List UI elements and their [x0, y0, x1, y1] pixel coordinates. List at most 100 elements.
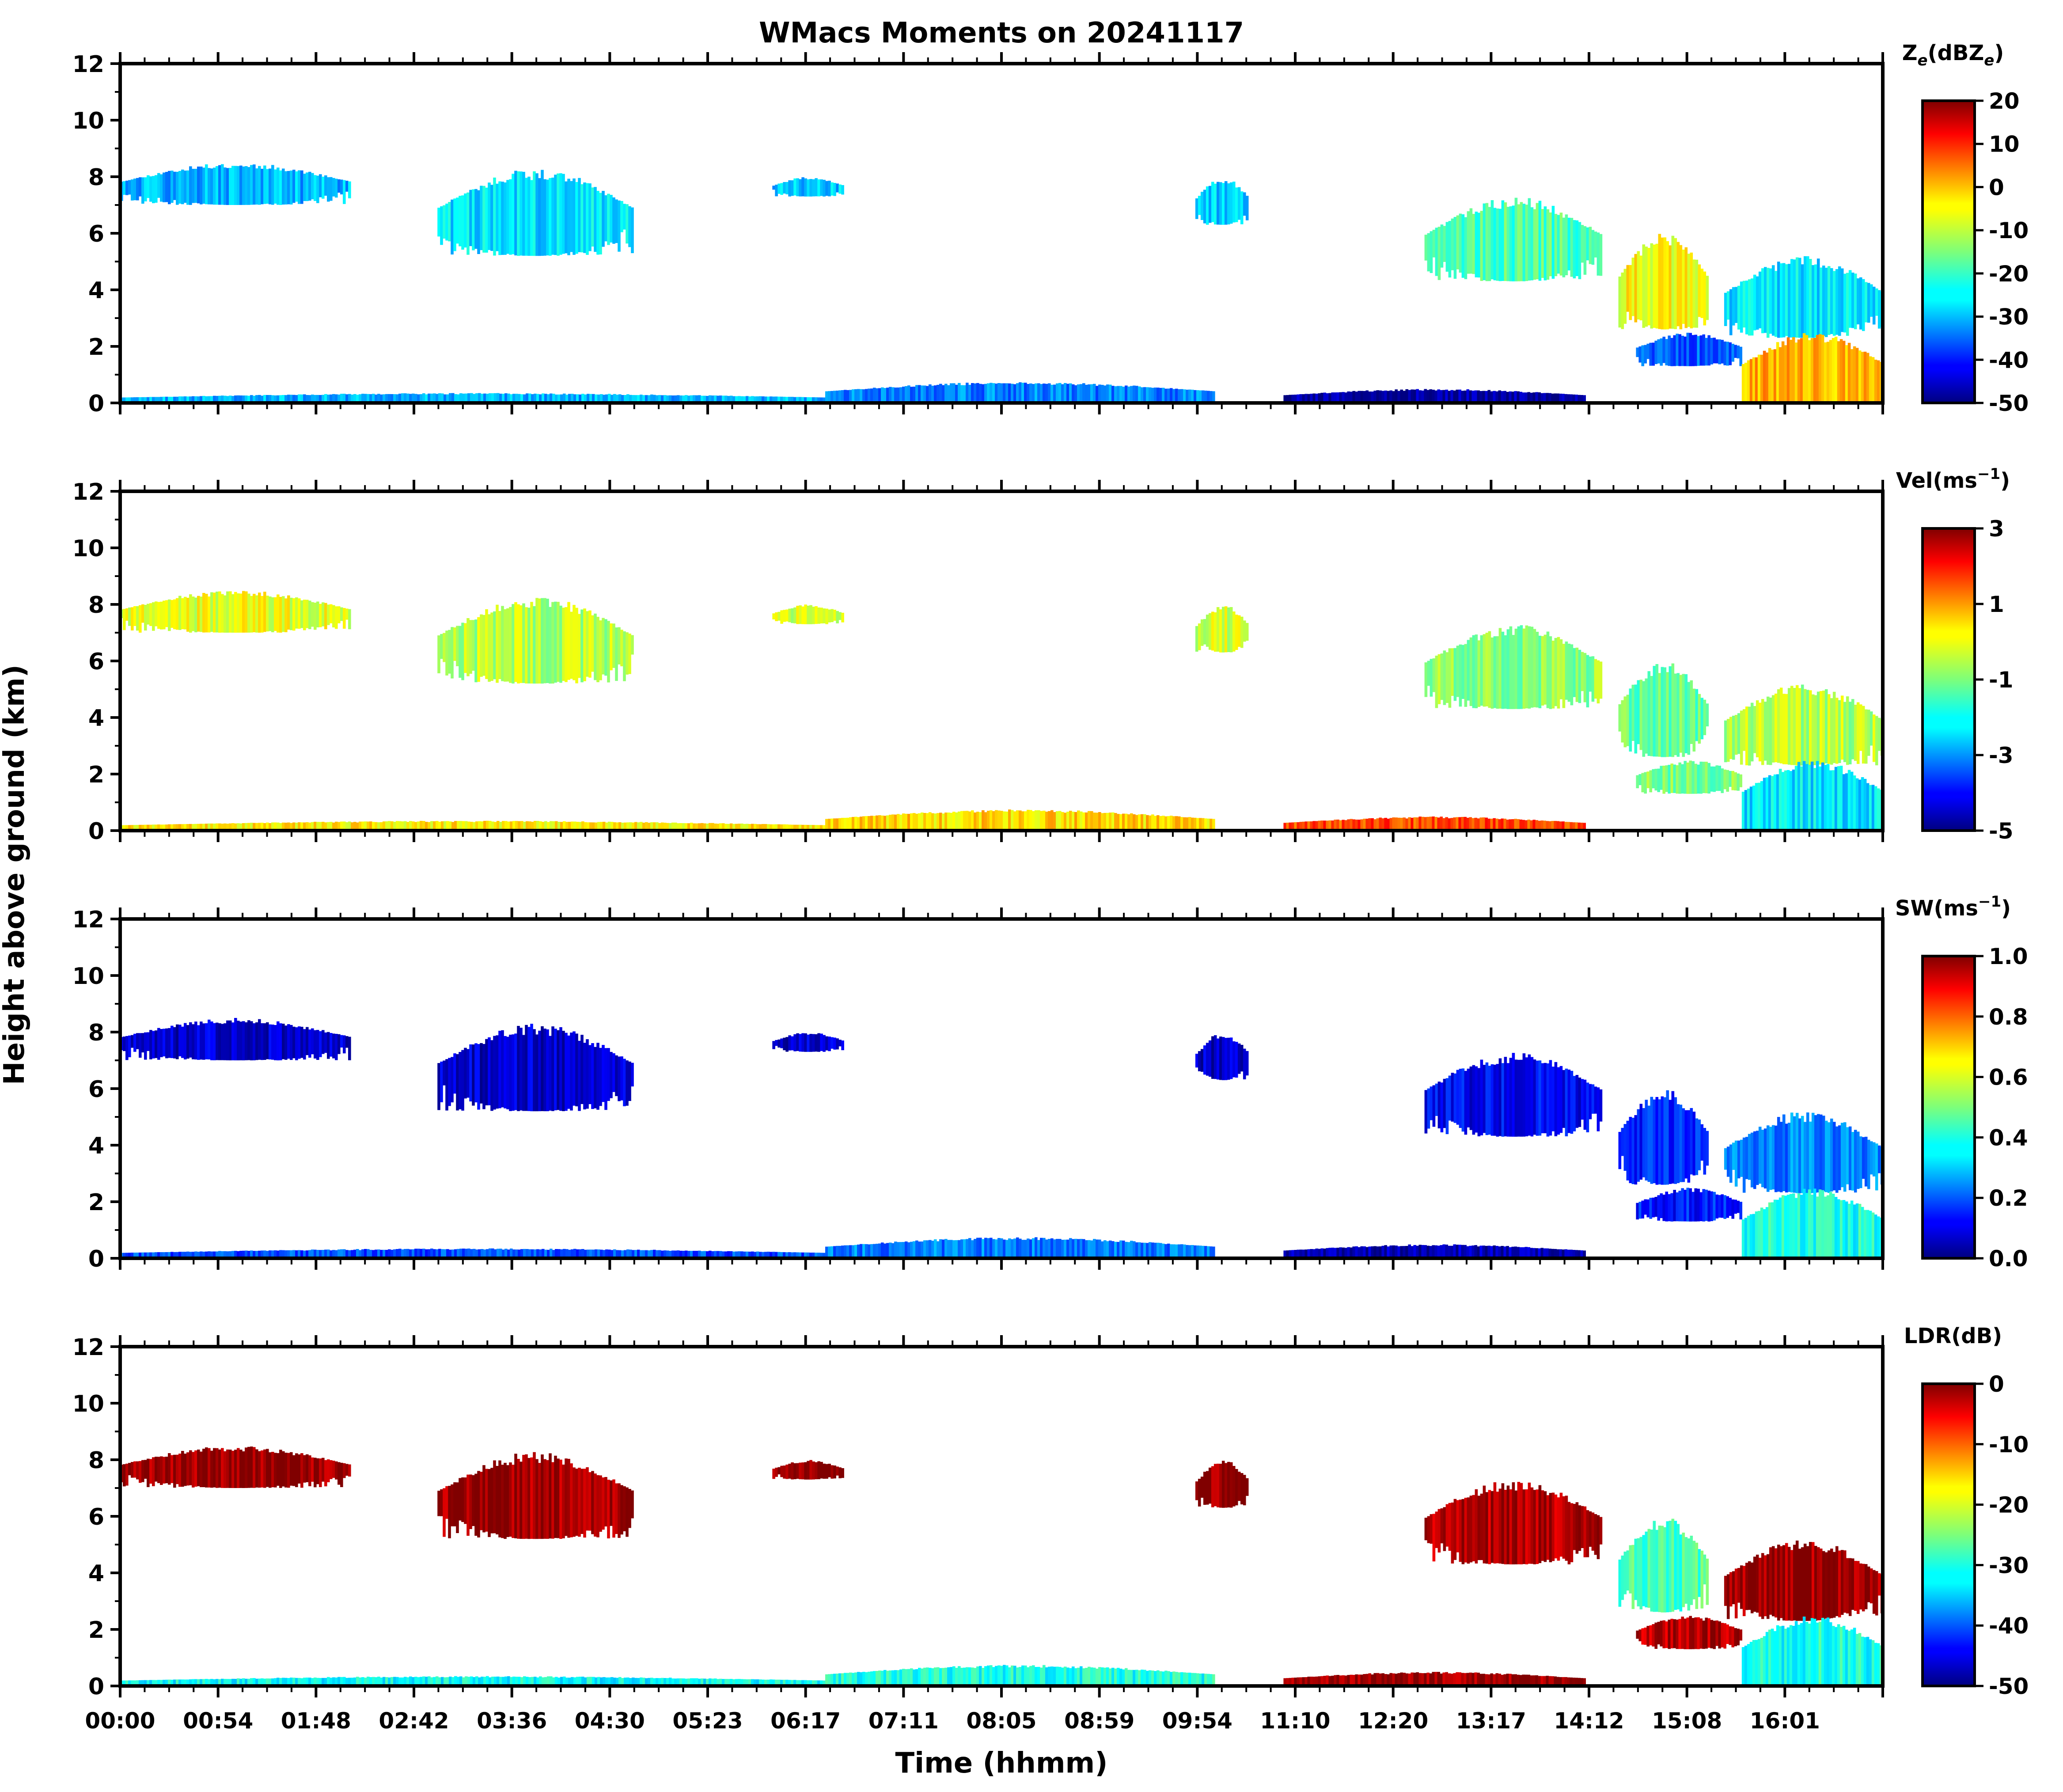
- echo-column: [1379, 1246, 1382, 1258]
- echo-column: [1697, 764, 1700, 794]
- echo-column: [1646, 343, 1650, 359]
- echo-column: [1056, 383, 1059, 403]
- echo-column: [727, 1679, 730, 1686]
- echo-column: [1802, 333, 1806, 403]
- echo-column: [338, 1677, 341, 1686]
- echo-region: [1424, 1053, 1603, 1137]
- echo-column: [1487, 390, 1490, 403]
- echo-column: [224, 823, 227, 831]
- echo-column: [266, 169, 269, 204]
- echo-column: [756, 824, 759, 831]
- echo-column: [1387, 391, 1390, 403]
- echo-column: [221, 395, 224, 403]
- echo-column: [522, 603, 525, 683]
- echo-column: [1621, 272, 1624, 329]
- echo-column: [502, 1249, 505, 1258]
- echo-column: [311, 1249, 314, 1258]
- echo-column: [578, 1040, 581, 1111]
- echo-column: [876, 1244, 879, 1258]
- echo-column: [168, 599, 171, 631]
- echo-column: [1227, 183, 1230, 224]
- echo-column: [565, 181, 568, 254]
- echo-column: [1707, 1190, 1710, 1222]
- echo-column: [1135, 386, 1138, 403]
- echo-column: [451, 822, 455, 831]
- echo-column: [1461, 1673, 1464, 1686]
- echo-column: [1877, 788, 1880, 831]
- echo-column: [231, 1678, 235, 1686]
- echo-column: [1703, 699, 1707, 735]
- echo-column: [1538, 201, 1542, 281]
- echo-column: [1237, 1472, 1241, 1501]
- echo-column: [510, 821, 513, 831]
- echo-column: [398, 394, 402, 403]
- echo-column: [202, 1449, 205, 1487]
- echo-column: [1570, 218, 1574, 277]
- echo-column: [568, 394, 571, 403]
- echo-column: [1559, 1492, 1563, 1557]
- echo-column: [565, 1458, 568, 1536]
- echo-column: [637, 822, 640, 831]
- echo-column: [466, 192, 470, 255]
- echo-column: [298, 1678, 301, 1686]
- echo-column: [613, 1249, 616, 1258]
- echo-column: [1448, 1075, 1452, 1121]
- echo-column: [1864, 282, 1868, 323]
- echo-column: [1154, 1242, 1157, 1258]
- echo-column: [607, 621, 610, 683]
- colorbar-label: SW(ms−1): [1895, 893, 2011, 921]
- echo-column: [205, 164, 208, 205]
- echo-column: [173, 1027, 176, 1059]
- echo-column: [698, 1678, 701, 1686]
- echo-column: [852, 817, 855, 831]
- echo-column: [1008, 1238, 1011, 1258]
- echo-column: [1040, 1667, 1043, 1686]
- echo-column: [128, 180, 131, 195]
- echo-column: [1567, 643, 1571, 702]
- echo-column: [1676, 765, 1679, 794]
- echo-column: [528, 1249, 531, 1258]
- echo-column: [785, 1252, 789, 1258]
- echo-column: [1827, 694, 1831, 764]
- echo-column: [727, 824, 730, 831]
- echo-column: [1294, 822, 1297, 831]
- echo-column: [1141, 1670, 1144, 1686]
- echo-column: [1506, 820, 1509, 831]
- echo-column: [1206, 186, 1209, 225]
- echo-column: [1320, 393, 1324, 403]
- echo-column: [1801, 684, 1804, 766]
- echo-column: [1098, 1239, 1101, 1258]
- echo-column: [1243, 1475, 1246, 1506]
- echo-column: [645, 822, 648, 831]
- echo-column: [245, 823, 248, 831]
- echo-column: [1154, 1671, 1157, 1686]
- echo-column: [1000, 383, 1003, 403]
- echo-column: [809, 605, 812, 624]
- echo-column: [1691, 1618, 1695, 1649]
- echo-column: [1440, 1508, 1444, 1544]
- echo-column: [1650, 1530, 1653, 1612]
- echo-column: [1363, 391, 1366, 403]
- echo-column: [1729, 1572, 1733, 1607]
- echo-column: [913, 813, 916, 831]
- echo-column: [1445, 1504, 1449, 1547]
- echo-column: [534, 821, 537, 831]
- echo-column: [139, 824, 142, 831]
- echo-column: [1024, 811, 1027, 831]
- echo-column: [1692, 1112, 1696, 1176]
- echo-column: [1522, 628, 1526, 709]
- echo-column: [549, 607, 552, 684]
- echo-column: [216, 1679, 219, 1686]
- echo-column: [1210, 819, 1213, 831]
- echo-column: [1763, 350, 1766, 403]
- echo-column: [1559, 394, 1562, 403]
- echo-column: [1496, 1492, 1499, 1564]
- echo-column: [1035, 810, 1038, 831]
- echo-column: [1350, 1247, 1353, 1258]
- echo-column: [189, 594, 192, 633]
- echo-column: [1104, 812, 1107, 831]
- echo-column: [1117, 1241, 1120, 1258]
- echo-column: [1365, 390, 1369, 403]
- echo-column: [1652, 769, 1655, 789]
- echo-column: [1096, 1239, 1099, 1258]
